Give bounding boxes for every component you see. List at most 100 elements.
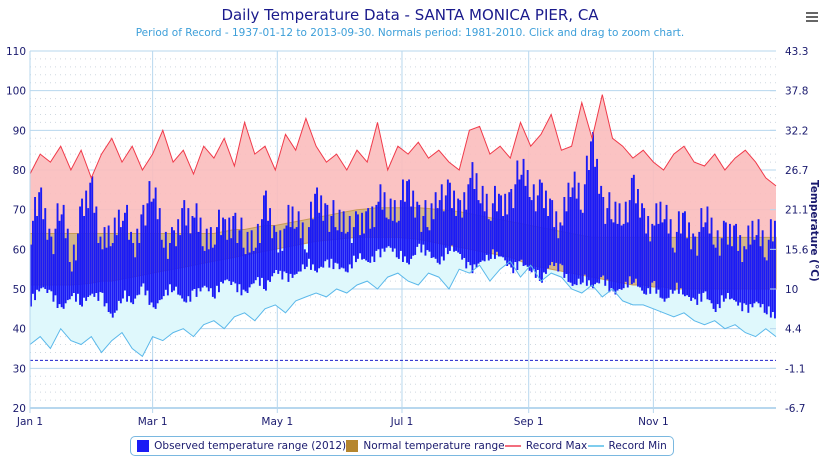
observed-bar: [130, 231, 132, 303]
observed-bar: [38, 192, 41, 292]
observed-bar: [471, 162, 474, 274]
observed-bar: [152, 198, 155, 308]
observed-bar: [469, 177, 472, 266]
observed-bar: [144, 225, 147, 296]
y-tick-label-right: 21.1: [785, 205, 808, 217]
observed-bar: [115, 235, 118, 311]
legend-item-normal[interactable]: Normal temperature range: [346, 440, 505, 452]
observed-bar: [706, 206, 709, 300]
observed-bar: [444, 195, 447, 248]
observed-bar: [387, 219, 390, 247]
observed-bar: [216, 227, 218, 286]
observed-bar: [602, 197, 605, 276]
observed-bar: [549, 198, 551, 266]
observed-bar: [171, 227, 173, 293]
observed-bar: [735, 223, 737, 302]
legend-label: Record Max: [525, 440, 588, 452]
observed-bar: [498, 193, 500, 257]
x-tick-label: Sep 1: [514, 416, 544, 428]
legend-item-record-min[interactable]: Record Min: [587, 440, 667, 452]
observed-bar: [731, 246, 733, 299]
observed-bar: [279, 230, 282, 271]
observed-bar: [236, 243, 239, 293]
observed-bar: [289, 227, 292, 274]
observed-bar: [716, 230, 719, 305]
observed-bar: [117, 209, 120, 301]
observed-bar: [56, 203, 59, 308]
observed-bar: [89, 182, 92, 296]
observed-bar: [238, 230, 241, 285]
observed-bar: [101, 249, 104, 293]
observed-bar: [563, 197, 566, 278]
observed-bar: [150, 201, 153, 303]
observed-bar: [620, 225, 623, 290]
observed-bar: [520, 174, 523, 260]
observed-bar: [763, 257, 766, 313]
observed-bar: [258, 243, 261, 286]
observed-bar: [310, 201, 312, 270]
legend-item-record-max[interactable]: Record Max: [504, 440, 588, 452]
observed-bar: [553, 227, 556, 266]
observed-bar: [455, 216, 457, 251]
observed-bar: [263, 195, 265, 289]
observed-bar: [751, 220, 754, 308]
observed-bar: [659, 201, 662, 298]
y-tick-label-right: 15.6: [785, 244, 809, 256]
observed-bar: [195, 203, 198, 297]
observed-bar: [103, 227, 106, 307]
observed-bar: [211, 247, 214, 297]
observed-bar: [99, 236, 102, 293]
temperature-chart[interactable]: 20 30 40 50 60 70 80 90 100 110 -6.7 -1.1 4.4 10 15.6 2…: [0, 0, 820, 434]
observed-bar: [375, 204, 378, 251]
observed-bar: [461, 217, 464, 260]
observed-bar: [68, 262, 71, 300]
observed-bar: [177, 219, 180, 295]
observed-bar: [146, 203, 149, 291]
observed-bar: [440, 184, 443, 257]
observed-bar: [453, 190, 455, 252]
observed-bar: [248, 252, 251, 288]
observed-bar: [324, 203, 327, 262]
observed-bar: [436, 208, 439, 263]
observed-bar: [293, 228, 296, 275]
y-tick-label-left: 100: [6, 86, 26, 98]
observed-bar: [367, 208, 370, 262]
observed-bar: [622, 223, 625, 289]
observed-bar: [530, 200, 533, 273]
observed-bar: [637, 189, 639, 287]
observed-bar: [332, 200, 335, 270]
observed-bar: [107, 225, 110, 312]
observed-bar: [164, 231, 167, 290]
observed-bar: [743, 246, 746, 304]
observed-bar: [449, 182, 451, 251]
legend-swatch-observed: [137, 440, 150, 452]
observed-bar: [365, 211, 368, 261]
observed-bar: [430, 203, 433, 258]
observed-bar: [538, 179, 541, 281]
observed-bar: [567, 182, 570, 282]
record-max-line: [29, 94, 777, 187]
observed-bar: [677, 211, 680, 294]
y-tick-label-left: 20: [13, 403, 26, 415]
observed-bar: [328, 231, 331, 268]
observed-bar: [228, 217, 231, 282]
observed-bar: [745, 249, 748, 305]
observed-bar: [220, 235, 222, 282]
observed-bar: [573, 171, 576, 285]
observed-bar: [81, 198, 83, 307]
observed-bar: [134, 257, 137, 299]
legend-item-observed[interactable]: Observed temperature range (2012): [137, 440, 346, 452]
observed-bar: [647, 216, 650, 289]
observed-bar: [694, 236, 697, 300]
observed-bar: [314, 193, 316, 271]
observed-bar: [330, 216, 333, 259]
observed-bar: [336, 230, 339, 264]
legend-label: Record Min: [608, 440, 667, 452]
observed-bar: [565, 211, 568, 274]
observed-bar: [673, 252, 676, 291]
y-tick-label-right: 10: [785, 284, 798, 296]
observed-bar: [630, 177, 633, 285]
hamburger-menu-icon[interactable]: [806, 12, 818, 23]
observed-bar: [250, 230, 253, 285]
x-tick-label: Jul 1: [390, 416, 414, 428]
